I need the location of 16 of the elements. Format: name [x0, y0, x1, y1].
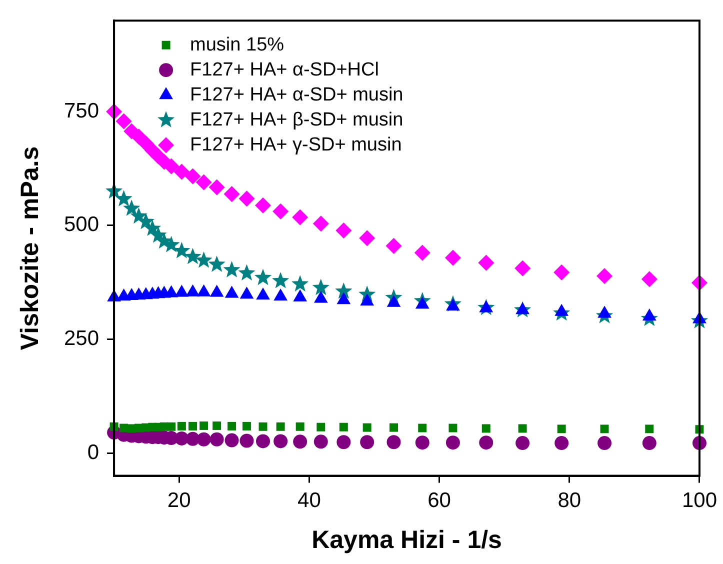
y-axis-title: Viskozite - mPa.s — [16, 146, 44, 350]
x-tick-label: 40 — [298, 489, 321, 512]
legend-label: F127+ HA+ β-SD+ musin — [190, 109, 404, 130]
legend-label: F127+ HA+ α-SD+HCl — [190, 59, 379, 80]
x-axis-title: Kayma Hizi - 1/s — [312, 526, 502, 554]
x-tick-label: 20 — [167, 489, 191, 512]
y-tick-label: 750 — [64, 99, 100, 122]
y-tick-label: 0 — [87, 440, 100, 464]
x-tick-label: 80 — [558, 489, 582, 512]
x-tick-label: 100 — [682, 489, 718, 512]
y-tick-label: 500 — [64, 213, 100, 236]
legend-label: musin 15% — [190, 34, 284, 56]
y-tick-label: 250 — [64, 327, 100, 350]
legend-label: F127+ HA+ γ-SD+ musin — [190, 134, 402, 156]
legend-label: F127+ HA+ α-SD+ musin — [190, 84, 404, 106]
x-tick-label: 60 — [428, 489, 451, 512]
